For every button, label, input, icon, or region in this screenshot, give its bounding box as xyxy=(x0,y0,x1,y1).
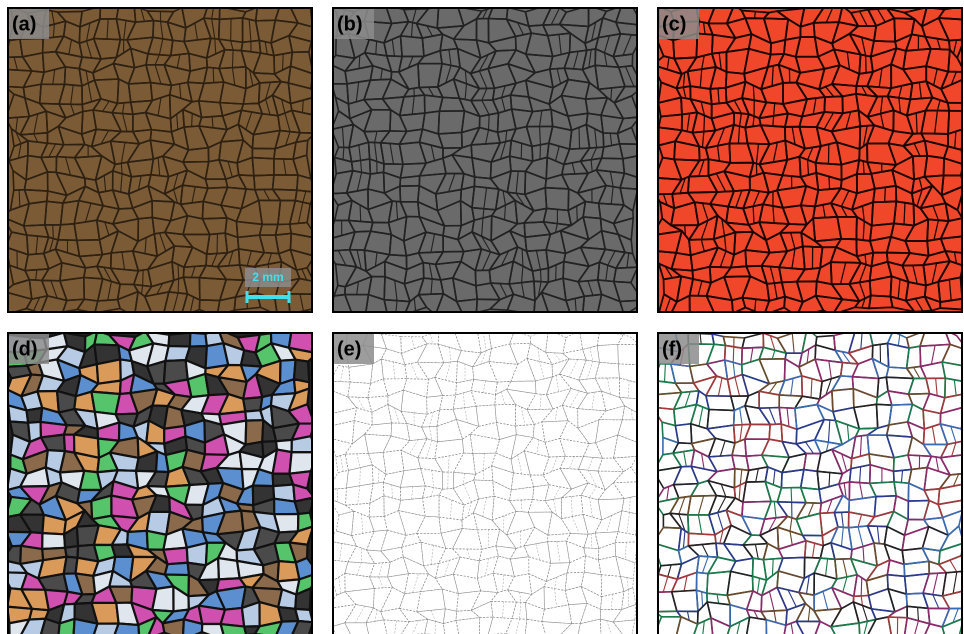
crack-cell xyxy=(92,603,119,624)
crack-cell xyxy=(163,548,187,565)
crack xyxy=(733,347,734,363)
panel-label: (a) xyxy=(12,13,36,35)
crack xyxy=(192,113,193,126)
crack xyxy=(772,559,773,576)
panel-background xyxy=(333,333,637,634)
panel-label: (f) xyxy=(662,338,682,360)
crack xyxy=(178,265,179,279)
panel xyxy=(3,329,319,634)
crack xyxy=(704,115,705,131)
crack xyxy=(178,279,179,293)
crack xyxy=(302,100,303,112)
panel-label: (e) xyxy=(337,338,361,360)
crack-cell xyxy=(190,333,207,347)
crack xyxy=(885,187,886,202)
scale-bar-label: 2 mm xyxy=(252,270,283,284)
crack-cell xyxy=(64,435,74,453)
crack-cell xyxy=(289,452,317,474)
panel-label: (b) xyxy=(337,13,363,35)
crack xyxy=(232,50,233,68)
crack xyxy=(755,12,756,19)
figure: (a) (b) (c) (d) (e) (f) 2 mm xyxy=(0,0,964,634)
crack xyxy=(360,205,361,221)
crack-cell xyxy=(274,514,298,532)
crack xyxy=(773,116,774,126)
crack xyxy=(863,161,864,174)
crack-cell xyxy=(152,586,173,611)
crack-cell xyxy=(292,436,318,452)
panel-label: (d) xyxy=(12,338,38,360)
crack xyxy=(753,206,754,223)
crack xyxy=(53,225,54,239)
panel xyxy=(327,4,643,316)
crack xyxy=(791,488,792,503)
crack xyxy=(343,147,344,159)
crack xyxy=(489,115,490,130)
crack-cell xyxy=(169,333,191,347)
crack xyxy=(19,190,20,207)
crack xyxy=(213,68,214,83)
crack-cell xyxy=(42,533,65,549)
crack xyxy=(143,270,144,285)
panel-label: (c) xyxy=(662,13,686,35)
crack-cell xyxy=(114,624,139,634)
crack-cell xyxy=(165,563,189,575)
panel xyxy=(652,3,964,316)
panel xyxy=(327,330,642,634)
crack xyxy=(540,270,541,282)
crack xyxy=(121,163,122,174)
crack xyxy=(916,113,917,134)
crack xyxy=(283,54,284,70)
crack-cell xyxy=(221,624,247,634)
panel xyxy=(652,328,964,634)
crack xyxy=(579,127,580,148)
crack xyxy=(861,578,862,596)
crack xyxy=(829,176,830,189)
